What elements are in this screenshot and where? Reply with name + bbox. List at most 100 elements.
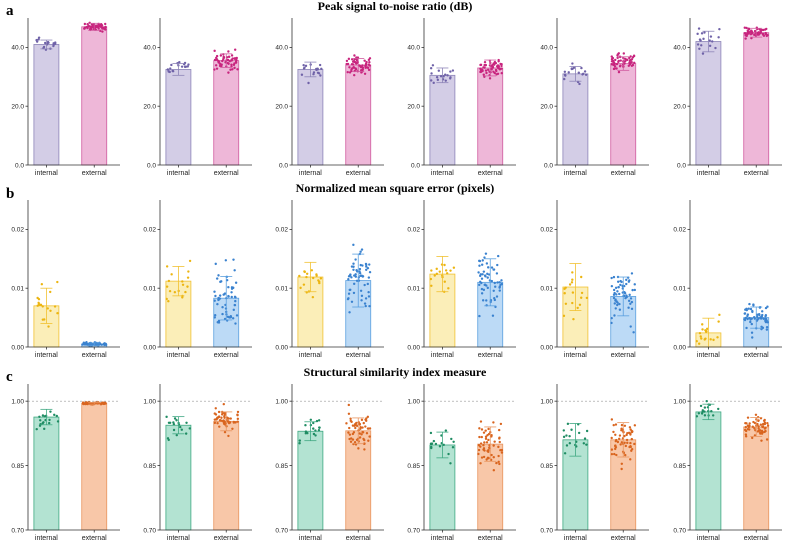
data-point [213, 316, 216, 319]
data-point [367, 276, 371, 279]
data-point [482, 431, 486, 434]
bar-external [610, 63, 637, 166]
data-point [750, 36, 753, 40]
x-tick-label-external: external [346, 535, 371, 542]
y-tick-label: 0.85 [11, 463, 24, 470]
subplot-b-6: internal external 0.00 0.01 0.02 [673, 200, 782, 359]
data-point [482, 447, 486, 450]
data-point [430, 72, 433, 75]
data-point [617, 70, 621, 74]
data-point [709, 338, 712, 341]
data-point [347, 57, 351, 61]
data-point [442, 443, 445, 447]
data-point [227, 55, 231, 58]
data-point [171, 69, 174, 73]
data-point [187, 270, 190, 273]
data-point [355, 279, 359, 282]
data-point [312, 427, 315, 430]
data-point [317, 279, 320, 282]
data-point [170, 273, 173, 276]
data-point [752, 304, 755, 307]
points-external [610, 418, 637, 471]
data-point [631, 56, 635, 59]
points-external [477, 420, 504, 472]
data-point [444, 79, 447, 82]
data-point [37, 38, 40, 41]
data-point [620, 441, 624, 444]
data-point [305, 275, 308, 279]
data-point [42, 421, 45, 424]
data-point [352, 291, 356, 295]
data-point [359, 274, 362, 278]
data-point [759, 423, 763, 426]
data-point [38, 303, 41, 306]
data-point [368, 263, 371, 266]
data-point [567, 71, 570, 74]
y-tick-label: 0.00 [540, 344, 553, 351]
points-external [610, 272, 637, 334]
data-point [184, 432, 188, 435]
x-tick-label-external: external [611, 170, 636, 177]
data-point [562, 314, 566, 318]
data-point [761, 425, 764, 429]
data-point [633, 61, 636, 65]
y-tick-label: 0.01 [540, 286, 553, 293]
bar-external [81, 26, 108, 166]
data-point [365, 417, 368, 420]
data-point [215, 418, 218, 421]
data-point [499, 422, 503, 426]
data-point [175, 419, 178, 422]
x-tick-label-external: external [82, 352, 107, 359]
data-point [751, 336, 754, 339]
data-point [364, 64, 367, 67]
subplot-a-4: internal external 0.0 20.0 40.0 [407, 18, 516, 177]
data-point [319, 74, 322, 77]
data-point [631, 63, 635, 67]
data-point [626, 441, 629, 445]
data-point [617, 60, 620, 64]
x-tick-label-external: external [478, 352, 503, 359]
data-point [354, 426, 357, 430]
x-tick-label-internal: internal [299, 535, 322, 542]
data-point [451, 69, 455, 72]
data-point [81, 401, 85, 404]
data-point [486, 276, 489, 279]
data-point [610, 284, 614, 288]
data-point [227, 420, 230, 423]
data-point [585, 296, 589, 300]
data-point [717, 407, 720, 411]
data-point [563, 292, 566, 295]
data-point [366, 266, 370, 270]
data-point [614, 447, 617, 451]
data-point [233, 269, 236, 272]
data-point [616, 303, 619, 307]
data-point [577, 431, 581, 435]
data-point [435, 267, 438, 271]
data-point [477, 452, 480, 456]
data-point [498, 436, 501, 439]
data-point [357, 447, 360, 450]
data-point [363, 438, 366, 442]
data-point [166, 68, 170, 71]
subplot-c-5: internal external 0.70 0.85 1.00 [540, 384, 649, 542]
data-point [361, 64, 364, 67]
data-point [100, 343, 103, 346]
error-bar-internal [304, 61, 317, 78]
x-tick-label-internal: internal [167, 352, 190, 359]
data-point [213, 290, 216, 293]
data-point [627, 431, 631, 435]
data-point [221, 59, 224, 63]
data-point [613, 62, 616, 66]
data-point [614, 444, 617, 448]
data-point [181, 283, 185, 286]
data-point [580, 275, 583, 279]
data-point [353, 441, 357, 444]
data-point [614, 58, 617, 62]
data-point [614, 423, 618, 426]
data-point [435, 76, 439, 79]
data-point [214, 64, 218, 67]
data-point [223, 413, 227, 416]
data-point [701, 328, 704, 331]
data-point [349, 417, 352, 420]
data-point [618, 437, 621, 441]
